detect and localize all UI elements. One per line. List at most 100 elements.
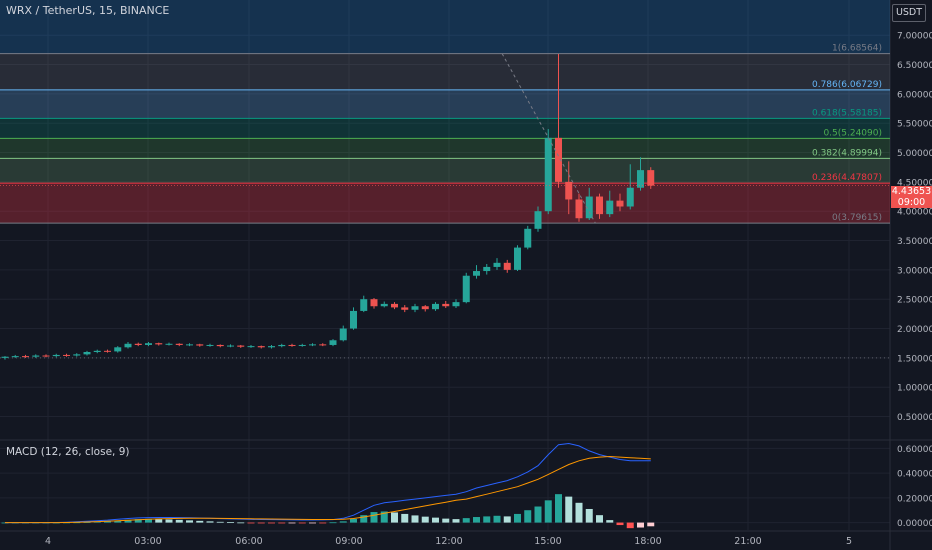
currency-badge[interactable]: USDT (892, 4, 926, 22)
candle (196, 343, 204, 347)
macd-histogram-bar (626, 522, 634, 529)
candle (452, 299, 460, 308)
candle (186, 343, 193, 347)
macd-histogram-bar (165, 519, 173, 523)
macd-histogram-bar (616, 522, 624, 526)
macd-histogram-bar (73, 522, 81, 524)
candle (104, 349, 111, 353)
candle-body (462, 275, 470, 303)
candle (534, 206, 542, 232)
macd-tick-label: 0.20000 (897, 494, 932, 504)
macd-histogram-bar (452, 519, 460, 523)
time-tick-label: 18:00 (634, 536, 661, 547)
price-tick-label: 3.50000 (897, 237, 932, 247)
macd-histogram-bar (268, 522, 275, 524)
candle-body (565, 181, 573, 200)
candle-body (247, 346, 255, 348)
candle-body (534, 211, 542, 229)
macd-histogram-bar (380, 511, 388, 523)
macd-histogram-bar (175, 519, 183, 523)
macd-title[interactable]: MACD (12, 26, close, 9) (6, 446, 130, 458)
candle (585, 187, 593, 220)
candle (216, 344, 224, 348)
candle (155, 342, 163, 346)
candle (493, 258, 501, 270)
candle (42, 354, 50, 358)
candle-body (616, 200, 624, 207)
trend-line-dashed (501, 53, 596, 224)
fib-label: 0.618(5.58185) (812, 108, 882, 118)
price-tick-label: 2.00000 (897, 325, 932, 335)
candle (124, 342, 132, 349)
candle-body (596, 196, 603, 215)
fib-zone (0, 158, 890, 184)
macd-histogram-bar (575, 502, 583, 523)
symbol-title[interactable]: WRX / TetherUS, 15, BINANCE (6, 4, 170, 17)
candle-body (647, 170, 655, 186)
signal-line (5, 455, 651, 524)
candle (298, 343, 306, 347)
candle (145, 342, 152, 347)
fib-zone-extension (0, 0, 890, 54)
fib-label: 1(6.68564) (832, 44, 882, 54)
candle-body (278, 344, 286, 347)
macd-histogram-bar (462, 518, 470, 523)
candle-body (493, 262, 501, 267)
candle-body (11, 356, 19, 358)
macd-histogram-bar (606, 520, 614, 523)
candle (339, 325, 347, 342)
candle-body (370, 299, 378, 307)
macd-histogram-bar (186, 520, 193, 523)
fib-zone (0, 53, 890, 90)
macd-histogram-bar (196, 520, 204, 523)
macd-histogram-bar (442, 518, 450, 523)
candle-body (145, 343, 152, 345)
candle (63, 353, 70, 357)
macd-histogram-bar (114, 520, 122, 523)
macd-histogram-bar (134, 519, 142, 523)
candle (288, 343, 296, 347)
candle (442, 300, 450, 308)
fib-zone (0, 89, 890, 119)
candle-body (268, 346, 275, 348)
time-tick-label: 03:00 (134, 536, 161, 547)
fib-label: 0.5(5.24090) (823, 128, 882, 138)
macd-histogram-bar (319, 522, 327, 524)
candle (32, 354, 40, 358)
candle-body (196, 344, 204, 346)
price-tick-label: 3.00000 (897, 266, 932, 276)
macd-histogram-bar (637, 522, 644, 528)
macd-histogram-bar (483, 516, 491, 523)
candle-body (544, 137, 552, 212)
macd-histogram-bar (104, 521, 111, 523)
candle (555, 53, 562, 188)
candle (83, 350, 91, 356)
candle-body (237, 345, 245, 347)
macd-histogram-bar (391, 512, 398, 523)
macd-pane (1, 442, 655, 529)
candle-body (257, 346, 265, 348)
macd-histogram-bar (247, 522, 255, 524)
candle (606, 190, 614, 218)
candle-body (339, 328, 347, 341)
macd-histogram-bar (155, 519, 163, 523)
price-tick-label: 0.50000 (897, 413, 932, 423)
candle-body (391, 303, 398, 308)
candle-body (350, 310, 357, 329)
macd-histogram-bar (206, 521, 214, 523)
time-tick-label: 06:00 (235, 536, 262, 547)
candle (114, 346, 122, 353)
macd-histogram-bar (339, 521, 347, 523)
candle (626, 164, 634, 210)
candle-body (93, 350, 101, 352)
macd-histogram-bar (370, 512, 378, 523)
candle (401, 305, 409, 313)
macd-histogram-bar (237, 522, 245, 524)
current-price: 4.43653 (891, 186, 932, 197)
time-tick-label: 09:00 (335, 536, 362, 547)
price-tick-label: 1.00000 (897, 384, 932, 394)
candle (247, 344, 255, 348)
